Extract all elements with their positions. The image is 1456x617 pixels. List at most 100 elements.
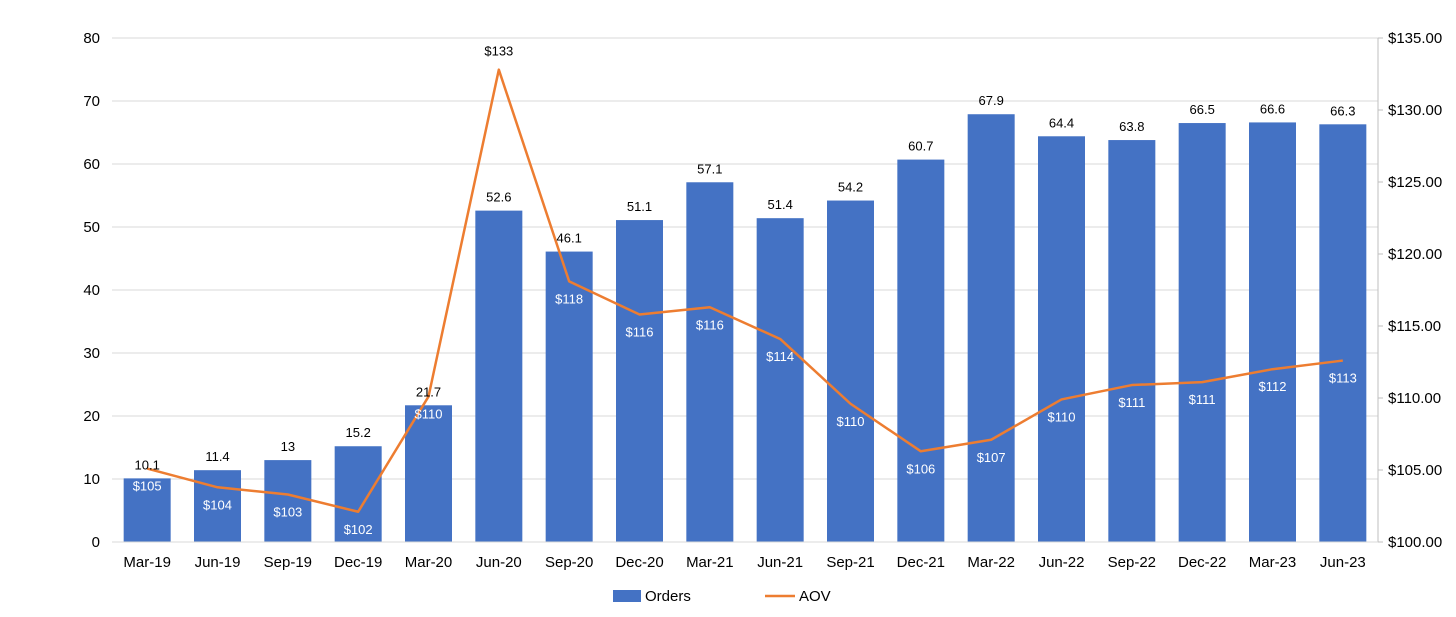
orders-bars (123, 114, 1367, 543)
orders-data-label: 60.7 (908, 139, 933, 154)
x-tick-label: Sep-20 (545, 554, 593, 571)
x-tick-label: Mar-23 (1249, 554, 1297, 571)
y-left-tick-label: 10 (83, 471, 100, 488)
axes: 0 10 20 30 40 50 60 70 80 $100.00 $105.00 $110.00 $1… (83, 30, 1442, 571)
x-tick-label: Dec-22 (1178, 554, 1226, 571)
x-tick-label: Jun-19 (195, 554, 241, 571)
y-left-tick-label: 30 (83, 345, 100, 362)
y-right-tick-label: $135.00 (1388, 30, 1442, 47)
x-tick-label: Dec-21 (897, 554, 945, 571)
orders-bar (264, 460, 312, 542)
orders-data-label: 63.8 (1119, 119, 1144, 134)
orders-data-label: 52.6 (486, 190, 511, 205)
y-left-tick-label: 20 (83, 408, 100, 425)
orders-bar (967, 114, 1015, 542)
y-left-tick-label: 0 (92, 534, 100, 551)
x-tick-label: Mar-22 (967, 554, 1015, 571)
x-tick-label: Dec-19 (334, 554, 382, 571)
orders-data-label: 21.7 (416, 384, 441, 399)
aov-data-label: $102 (344, 522, 373, 537)
orders-data-label: 66.6 (1260, 101, 1285, 116)
y-left-tick-label: 60 (83, 156, 100, 173)
legend: Orders AOV (613, 588, 831, 605)
x-tick-label: Sep-19 (264, 554, 312, 571)
orders-data-label: 46.1 (557, 231, 582, 246)
orders-bar (686, 182, 734, 542)
aov-line (146, 68, 1343, 514)
orders-data-label: 66.3 (1330, 103, 1355, 118)
aov-line-group (146, 68, 1343, 514)
x-tick-label: Mar-19 (123, 554, 171, 571)
orders-bar (1038, 136, 1085, 542)
aov-data-labels: $105 $104 $103 $102 $110 $133 $118 $116 $116 $114… (133, 44, 1357, 537)
orders-data-label: 10.1 (135, 457, 160, 472)
orders-bar (1249, 122, 1296, 543)
legend-orders-label: Orders (645, 588, 691, 605)
y-right-tick-label: $125.00 (1388, 174, 1442, 191)
x-tick-label: Mar-20 (405, 554, 453, 571)
orders-bar (1319, 124, 1367, 542)
aov-data-label: $105 (133, 479, 162, 494)
orders-data-label: 54.2 (838, 180, 863, 195)
x-tick-label: Jun-23 (1320, 554, 1366, 571)
orders-data-label: 13 (281, 439, 295, 454)
y-right-tick-label: $120.00 (1388, 246, 1442, 263)
aov-data-label: $111 (1189, 392, 1216, 407)
orders-bar (827, 200, 874, 543)
aov-data-label: $112 (1259, 379, 1287, 394)
orders-bar (334, 446, 382, 542)
y-right-tick-label: $115.00 (1388, 318, 1441, 335)
x-tick-label: Sep-21 (826, 554, 874, 571)
legend-aov-label: AOV (799, 588, 831, 605)
x-tick-label: Jun-21 (757, 554, 803, 571)
x-tick-label: Jun-22 (1039, 554, 1085, 571)
aov-data-label: $110 (415, 407, 443, 422)
aov-data-label: $116 (696, 317, 724, 332)
x-tick-label: Dec-20 (615, 554, 663, 571)
aov-data-label: $110 (1048, 409, 1076, 424)
aov-data-label: $111 (1118, 395, 1145, 410)
orders-data-label: 15.2 (346, 425, 371, 440)
orders-bar (897, 159, 945, 542)
aov-data-label: $118 (555, 291, 583, 306)
y-right-tick-label: $110.00 (1388, 390, 1441, 407)
aov-data-label: $114 (766, 349, 794, 364)
orders-bar (616, 220, 663, 542)
y-right-tick-label: $100.00 (1388, 534, 1442, 551)
gridlines (112, 37, 1378, 543)
orders-bar (1108, 140, 1156, 542)
orders-bar (405, 405, 452, 542)
orders-data-label: 51.1 (627, 199, 652, 214)
y-right-tick-label: $105.00 (1388, 462, 1442, 479)
x-tick-label: Sep-22 (1108, 554, 1156, 571)
orders-bar (545, 251, 593, 542)
orders-data-label: 57.1 (697, 161, 722, 176)
aov-data-label: $110 (837, 414, 865, 429)
y-right-tick-label: $130.00 (1388, 102, 1442, 119)
y-left-tick-label: 40 (83, 282, 100, 299)
orders-data-label: 64.4 (1049, 115, 1074, 130)
orders-data-label: 11.4 (205, 449, 229, 464)
aov-data-label: $103 (273, 504, 302, 519)
orders-bar (756, 218, 804, 542)
orders-bar (123, 478, 171, 542)
aov-data-label: $133 (484, 44, 513, 59)
orders-data-label: 51.4 (768, 197, 793, 212)
orders-bar (475, 210, 523, 542)
x-tick-label: Jun-20 (476, 554, 522, 571)
x-tick-label: Mar-21 (686, 554, 734, 571)
orders-data-labels: 10.1 11.4 13 15.2 21.7 52.6 46.1 51.1 57.1 51.4 54… (135, 93, 1356, 472)
aov-data-label: $113 (1329, 371, 1357, 386)
aov-data-label: $104 (203, 497, 232, 512)
aov-data-label: $116 (626, 324, 654, 339)
legend-orders-swatch (613, 590, 641, 602)
orders-data-label: 67.9 (979, 93, 1004, 108)
y-left-tick-label: 70 (83, 93, 100, 110)
orders-bar (1178, 123, 1226, 543)
y-left-tick-label: 80 (83, 30, 100, 47)
orders-data-label: 66.5 (1190, 102, 1215, 117)
aov-data-label: $107 (977, 450, 1006, 465)
y-left-tick-label: 50 (83, 219, 100, 236)
